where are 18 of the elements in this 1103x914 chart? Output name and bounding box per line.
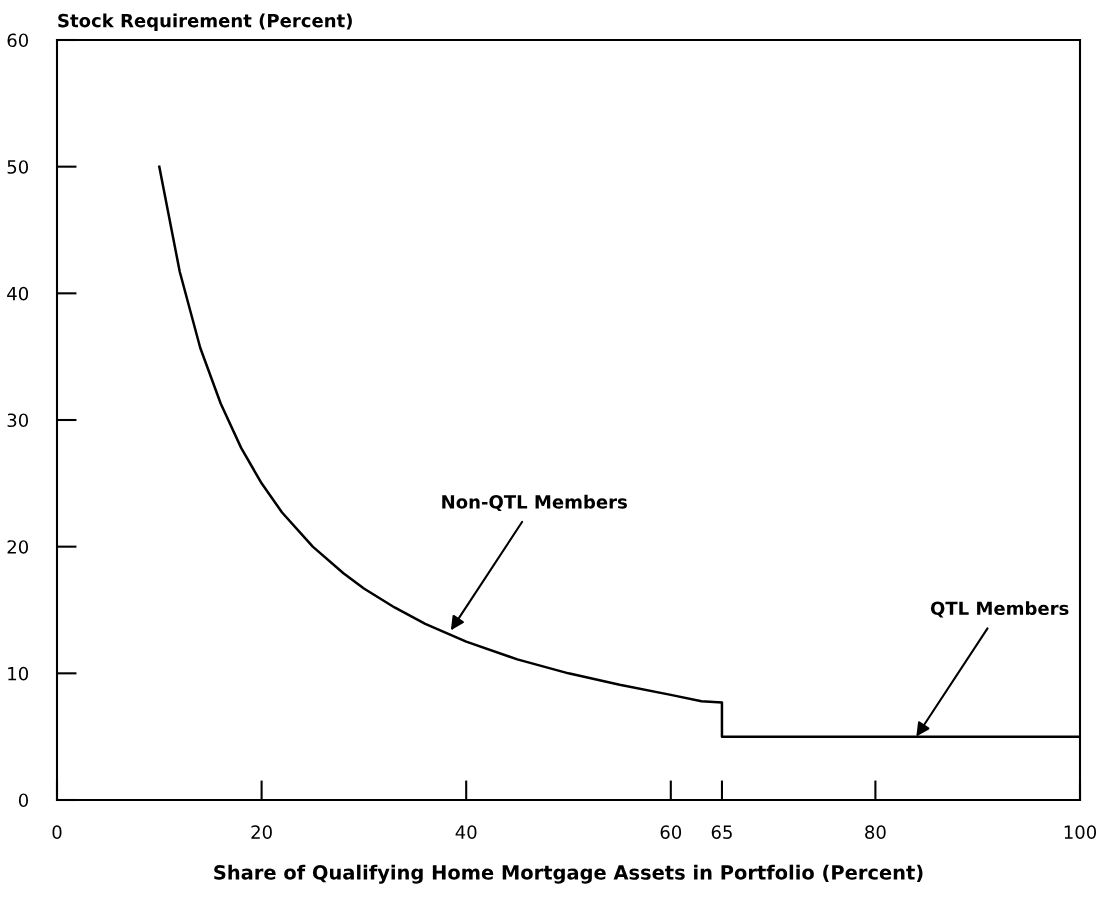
x-tick-label: 40 — [455, 825, 477, 839]
annotation: QTL Members — [930, 601, 1069, 618]
x-tick-label: 65 — [711, 825, 732, 839]
y-tick-label: 40 — [7, 286, 29, 301]
y-axis-title: Stock Requirement (Percent) — [58, 13, 352, 31]
x-axis-title: Share of Qualifying Home Mortgage Assets in Portfolio (Percent) — [214, 864, 923, 884]
y-tick-label: 50 — [7, 160, 29, 174]
annotation: Non-QTL Members — [442, 494, 627, 512]
y-tick-label: 20 — [7, 540, 29, 554]
x-tick-label: 80 — [865, 825, 886, 839]
y-tick-label: 30 — [7, 413, 29, 428]
y-tick-label: 10 — [8, 666, 29, 681]
x-tick-label: 20 — [251, 825, 272, 839]
y-tick-label: 0 — [18, 793, 29, 808]
x-tick-label: 0 — [52, 825, 62, 839]
x-tick-label: 100 — [1064, 825, 1097, 839]
y-tick-label: 60 — [7, 33, 29, 48]
x-tick-label: 60 — [660, 825, 682, 839]
